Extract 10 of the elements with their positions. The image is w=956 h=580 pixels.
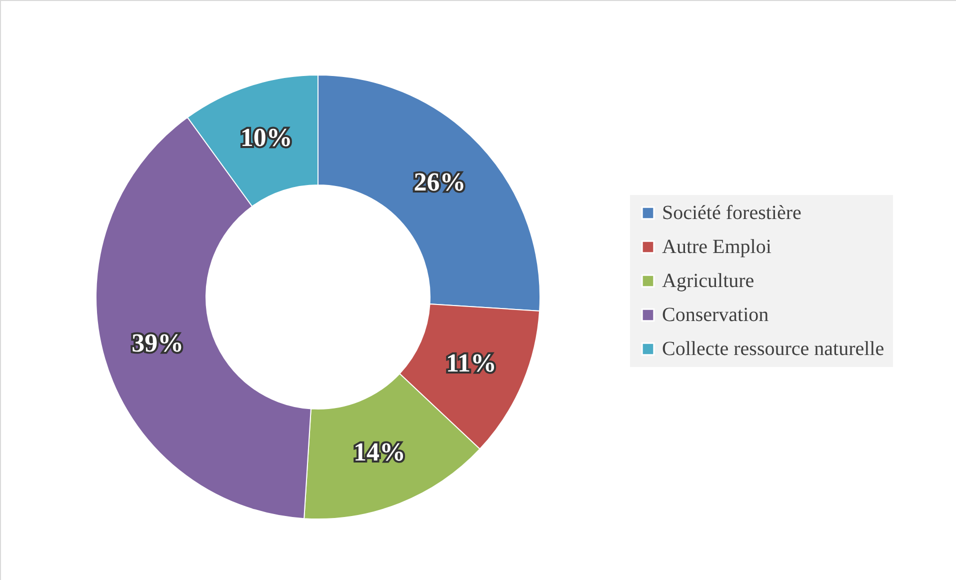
data-label: 14% xyxy=(353,437,406,466)
data-label: 39% xyxy=(132,328,184,358)
legend-label: Société forestière xyxy=(662,202,802,224)
legend-label: Agriculture xyxy=(662,270,754,292)
legend-label: Conservation xyxy=(662,304,769,326)
data-label: 11% xyxy=(446,348,497,378)
legend-label: Collecte ressource naturelle xyxy=(662,338,884,360)
legend-label: Autre Emploi xyxy=(662,236,772,258)
data-label: 26% xyxy=(414,168,466,197)
data-label: 10% xyxy=(240,123,292,152)
